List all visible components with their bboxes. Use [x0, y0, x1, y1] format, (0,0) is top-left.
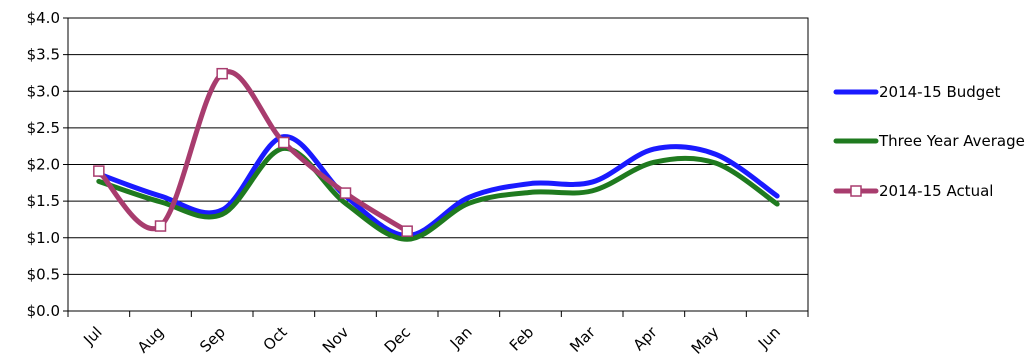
y-tick-label: $1.0 — [27, 229, 60, 247]
legend-marker — [850, 185, 862, 197]
data-point-marker — [401, 225, 413, 237]
data-point-marker — [154, 220, 167, 232]
x-tick-label: Jul — [79, 323, 105, 349]
x-tick-label: Nov — [319, 323, 353, 357]
y-tick-label: $4.0 — [27, 9, 60, 27]
x-tick-label: Oct — [260, 323, 291, 354]
y-tick-label: $3.5 — [27, 46, 60, 64]
series-line — [96, 134, 780, 239]
data-point-marker — [216, 67, 228, 80]
x-tick-label: Jun — [754, 323, 784, 353]
y-tick-label: $0.0 — [27, 302, 60, 320]
x-tick-label: Jan — [446, 323, 476, 353]
x-tick-label: Dec — [381, 323, 414, 356]
x-tick-label: Apr — [630, 323, 662, 355]
y-tick-label: $0.5 — [27, 265, 60, 283]
legend-label: 2014-15 Budget — [879, 83, 1001, 101]
x-tick-label: Mar — [566, 323, 599, 356]
y-tick-label: $2.5 — [27, 119, 60, 137]
legend-label: 2014-15 Actual — [879, 182, 993, 200]
x-tick-label: Aug — [134, 323, 167, 356]
legend-label: Three Year Average — [878, 132, 1025, 150]
series-line — [96, 145, 780, 242]
data-point-marker — [278, 136, 290, 149]
data-point-marker — [339, 187, 352, 199]
y-tick-label: $3.0 — [27, 82, 60, 100]
x-tick-label: Feb — [506, 323, 538, 355]
x-tick-label: Sep — [196, 323, 229, 356]
y-tick-label: $1.5 — [27, 192, 60, 210]
data-point-marker — [93, 165, 105, 177]
y-tick-label: $2.0 — [27, 156, 60, 174]
x-tick-label: May — [688, 323, 723, 358]
